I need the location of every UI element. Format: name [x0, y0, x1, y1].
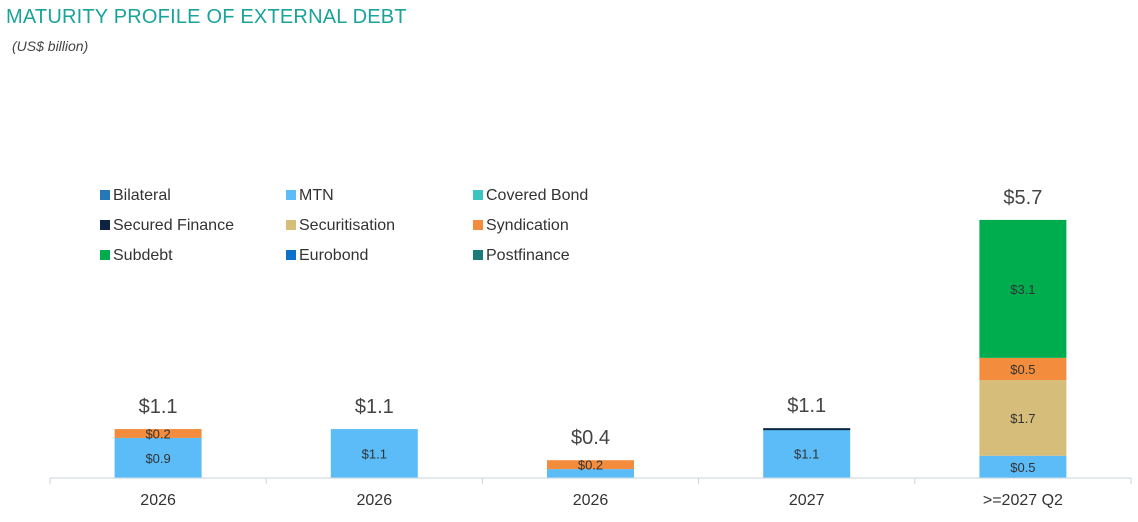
bars: $0.9 $0.2 $1.1 $1.1 $1.1 $0.2 $0.4 $1.1 $1.1 $0.5…	[114, 187, 1067, 478]
legend-label-subdebt: Subdebt	[113, 247, 173, 264]
bar-segment-subdebt	[979, 219, 1067, 358]
chart-subtitle: (US$ billion)	[12, 38, 89, 54]
x-tick-label: 2026	[140, 492, 176, 509]
x-tick-label: 2026	[357, 492, 393, 509]
bar-segment-mtn	[763, 429, 851, 478]
data-label: $0.2	[145, 427, 170, 442]
bar-segment-mtn	[979, 455, 1067, 478]
bar-total-label: $5.7	[1003, 187, 1042, 209]
data-label: $3.1	[1010, 282, 1035, 297]
legend-label-secured-finance: Secured Finance	[113, 217, 234, 234]
legend-swatch-secured-finance	[100, 220, 110, 230]
legend: Bilateral MTN Covered Bond Secured Finance S…	[100, 187, 588, 264]
legend-swatch-eurobond	[286, 250, 296, 260]
legend-label-bilateral: Bilateral	[113, 187, 171, 204]
legend-swatch-covered-bond	[473, 190, 483, 200]
legend-label-postfinance: Postfinance	[486, 247, 570, 264]
x-tick-label: 2026	[573, 492, 609, 509]
bar-total-label: $0.4	[571, 427, 610, 449]
chart-title: MATURITY PROFILE OF EXTERNAL DEBT	[6, 6, 407, 28]
legend-swatch-securitisation	[286, 220, 296, 230]
bar-segment-secured-finance	[763, 428, 851, 431]
x-tick-label: 2027	[789, 492, 825, 509]
legend-label-syndication: Syndication	[486, 217, 569, 234]
bar-segment-syndication	[114, 429, 202, 438]
data-label: $1.7	[1010, 411, 1035, 426]
data-label: $0.9	[145, 451, 170, 466]
legend-swatch-syndication	[473, 220, 483, 230]
bar-segment-mtn	[547, 469, 634, 478]
data-label: $0.2	[578, 458, 603, 473]
legend-label-securitisation: Securitisation	[299, 217, 395, 234]
bar-segment-syndication	[979, 357, 1067, 381]
legend-swatch-mtn	[286, 190, 296, 200]
x-tick-label: >=2027 Q2	[983, 492, 1063, 509]
legend-swatch-subdebt	[100, 250, 110, 260]
legend-label-mtn: MTN	[299, 187, 334, 204]
bar-total-label: $1.1	[139, 396, 178, 418]
legend-swatch-postfinance	[473, 250, 483, 260]
bar-segment-mtn	[114, 437, 202, 478]
bar-total-label: $1.1	[787, 395, 826, 417]
legend-swatch-bilateral	[100, 190, 110, 200]
data-label: $0.5	[1010, 460, 1035, 475]
data-label: $1.1	[794, 447, 819, 462]
x-axis: 2026 2026 2026 2027 >=2027 Q2	[49, 477, 1132, 509]
bar-segment-securitisation	[979, 380, 1067, 456]
legend-label-covered-bond: Covered Bond	[486, 187, 588, 204]
bar-total-label: $1.1	[355, 396, 394, 418]
legend-label-eurobond: Eurobond	[299, 247, 368, 264]
bar-segment-mtn	[330, 429, 418, 478]
data-label: $1.1	[362, 447, 387, 462]
bar-segment-syndication	[547, 460, 634, 470]
data-label: $0.5	[1010, 362, 1035, 377]
